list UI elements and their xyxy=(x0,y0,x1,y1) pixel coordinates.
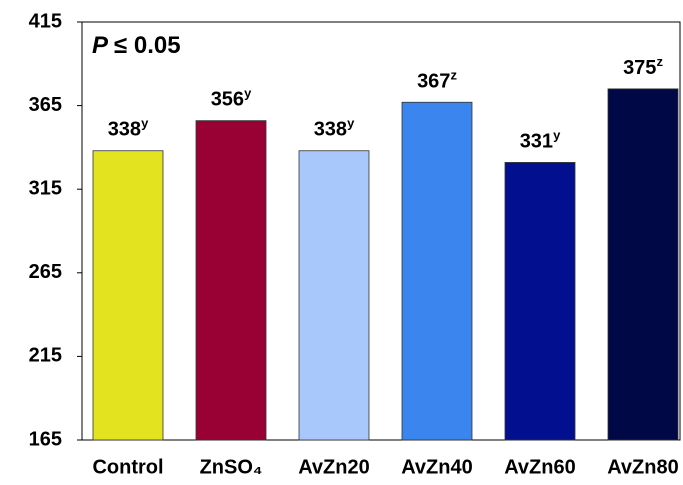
bar xyxy=(92,150,164,441)
data-label: 338y xyxy=(108,116,149,141)
significance-letter: z xyxy=(450,68,457,83)
plot-frame xyxy=(81,21,681,441)
y-tick-label: 215 xyxy=(29,345,62,367)
data-label-value: 338 xyxy=(108,119,141,141)
bar xyxy=(607,88,679,441)
significance-letter: y xyxy=(553,128,561,143)
significance-letter: y xyxy=(244,86,252,101)
bar xyxy=(195,120,267,441)
y-tick-label: 265 xyxy=(29,261,62,283)
significance-letter: y xyxy=(141,116,149,131)
bar xyxy=(401,101,473,441)
x-tick-label: ZnSO₄ xyxy=(200,456,263,478)
y-tick-label: 165 xyxy=(29,428,62,450)
annotation: P ≤ 0.05 xyxy=(92,32,181,59)
data-label: 331y xyxy=(520,128,561,153)
data-label: 338y xyxy=(314,116,355,141)
data-label-value: 375 xyxy=(623,57,656,79)
data-label-value: 367 xyxy=(417,71,450,93)
data-label: 356y xyxy=(211,86,252,111)
annotation-symbol: P xyxy=(92,32,109,59)
y-tick-label: 415 xyxy=(29,10,62,32)
x-tick-label: AvZn20 xyxy=(298,456,370,478)
data-label-value: 356 xyxy=(211,89,244,111)
x-tick-label: AvZn40 xyxy=(401,456,473,478)
y-tick-label: 365 xyxy=(29,94,62,116)
significance-letter: z xyxy=(656,54,663,69)
bar xyxy=(298,150,370,441)
annotation-text: ≤ 0.05 xyxy=(114,32,181,59)
x-tick-label: AvZn80 xyxy=(607,456,679,478)
data-label: 367z xyxy=(417,68,457,93)
y-tick-label: 315 xyxy=(29,177,62,199)
bar xyxy=(504,162,576,441)
significance-letter: y xyxy=(347,116,355,131)
data-label-value: 338 xyxy=(314,119,347,141)
data-label-value: 331 xyxy=(520,131,553,153)
data-label: 375z xyxy=(623,54,663,79)
x-tick-label: Control xyxy=(92,456,163,478)
x-tick-label: AvZn60 xyxy=(504,456,576,478)
